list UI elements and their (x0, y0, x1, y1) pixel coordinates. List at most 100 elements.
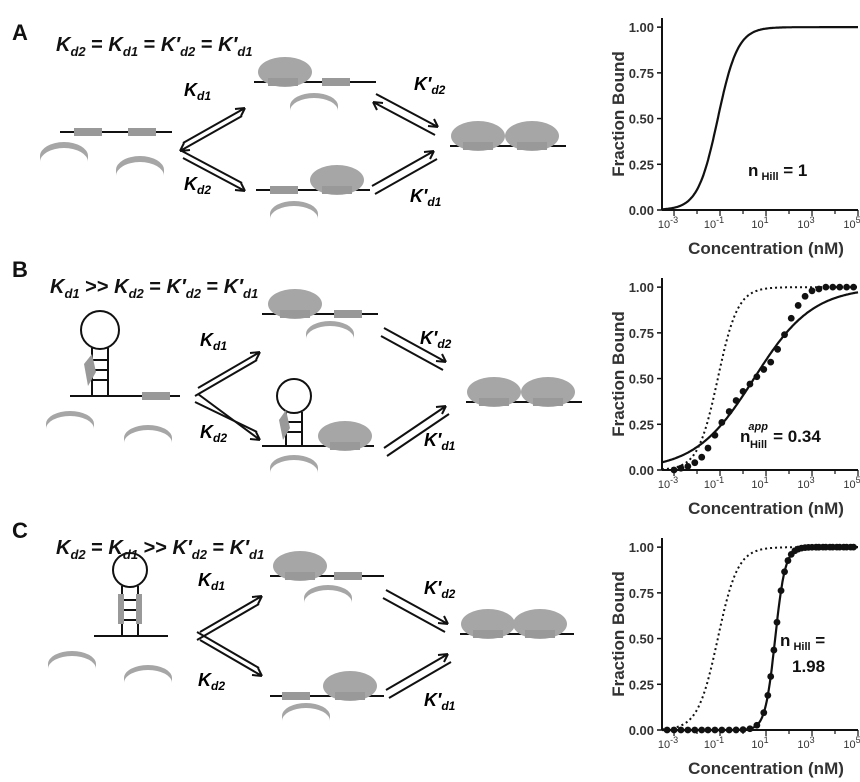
equation-subscript: d2 (70, 44, 86, 59)
equation-term: K′d1 (223, 276, 259, 301)
x-tick-label: 103 (797, 735, 814, 751)
rate-label-kprime-d2: K′d2 (420, 328, 452, 351)
rate-label-kd1: Kd1 (198, 570, 225, 593)
x-tick-label: 10-3 (658, 735, 678, 751)
data-point (718, 726, 726, 734)
data-point (711, 431, 719, 439)
data-point (815, 285, 823, 293)
data-point (753, 373, 761, 381)
data-point (829, 283, 837, 291)
equation-operator: = (206, 537, 230, 559)
equation-b: Kd1 >> Kd2 = K′d2 = K′d1 (50, 276, 258, 301)
equation-term: K′d1 (218, 34, 253, 59)
equation-subscript: d2 (191, 547, 207, 562)
data-point (698, 453, 706, 461)
equation-term: K′d2 (160, 34, 196, 59)
rate-label-kprime-d1: K′d1 (424, 690, 456, 713)
x-tick-label: 105 (843, 215, 860, 231)
panel-letter-a: A (12, 20, 28, 45)
panel-letter-c: C (12, 518, 28, 543)
data-point (850, 543, 857, 551)
rate-label-kd1: Kd1 (200, 330, 227, 353)
protein-icon (124, 665, 172, 683)
protein-icon (282, 703, 330, 721)
equation-subscript: d1 (122, 547, 139, 562)
reference-curve (661, 546, 858, 731)
hill-coefficient-value: 1.98 (792, 657, 825, 676)
equation-operator: = (200, 276, 224, 298)
fit-curve (661, 291, 859, 464)
y-tick-label: 0.25 (629, 157, 654, 172)
equation-term: Kd1 (108, 34, 139, 59)
data-point (684, 726, 692, 734)
y-axis-title: Fraction Bound (609, 311, 628, 437)
equation-operator: >> (138, 537, 173, 559)
equation-operator: = (195, 34, 219, 56)
x-tick-label: 101 (751, 475, 768, 491)
data-point (684, 462, 692, 470)
data-point (760, 366, 768, 373)
x-tick-label: 101 (751, 215, 768, 231)
data-point (704, 444, 712, 452)
data-point (732, 726, 740, 734)
data-point (725, 408, 733, 415)
y-tick-label: 1.00 (629, 540, 654, 555)
protein-icon (124, 425, 172, 443)
equation-operator: = (85, 537, 109, 559)
data-point (843, 283, 851, 291)
x-axis-title: Concentration (nM) (688, 499, 844, 518)
equation-subscript: d1 (249, 547, 265, 562)
data-point (698, 726, 706, 734)
panel-letter-b: B (12, 257, 28, 282)
data-point (784, 557, 792, 564)
x-tick-label: 10-3 (658, 215, 678, 231)
data-point (704, 726, 712, 734)
data-point (777, 587, 785, 595)
protein-icon (40, 142, 88, 162)
equation-term: K′d1 (229, 537, 265, 562)
data-point (670, 466, 678, 474)
x-axis-title: Concentration (nM) (688, 759, 844, 778)
equation-subscript: d1 (243, 286, 259, 301)
rate-label-kd2: Kd2 (200, 422, 227, 445)
rate-label-kd2: Kd2 (198, 670, 225, 693)
data-point (801, 292, 809, 300)
data-point (808, 287, 816, 295)
equation-term: K′d2 (166, 276, 201, 301)
x-tick-label: 10-3 (658, 475, 678, 491)
equation-operator: = (85, 34, 109, 56)
rate-label-kprime-d1: K′d1 (424, 430, 456, 453)
data-point (753, 721, 761, 729)
equilibrium-arrows (179, 93, 439, 195)
rate-label-kd1: Kd1 (184, 80, 211, 103)
scheme-c: Kd1 Kd2 K′d2 K′d1 (48, 551, 574, 721)
equation-term: Kd1 (108, 537, 139, 562)
protein-icon (290, 93, 338, 111)
equilibrium-arrows (196, 589, 452, 699)
protein-icon (270, 201, 318, 219)
x-tick-label: 103 (797, 215, 814, 231)
x-axis-title: Concentration (nM) (688, 239, 844, 258)
data-point (760, 709, 768, 717)
equation-subscript: d2 (128, 286, 144, 301)
y-tick-label: 0.25 (629, 677, 654, 692)
data-point (739, 387, 747, 395)
data-point (718, 419, 726, 426)
data-point (822, 283, 830, 291)
data-point (725, 726, 733, 734)
equation-c: Kd2 = Kd1 >> K′d2 = K′d1 (56, 537, 264, 562)
y-tick-label: 0.75 (629, 586, 654, 601)
data-point (677, 464, 685, 472)
equation-subscript: d1 (237, 44, 253, 59)
chart-c: 0.00 0.25 0.50 0.75 1.00 10-3 10-1 101 103 105 Fra… (609, 538, 860, 778)
data-point (794, 302, 802, 309)
y-tick-label: 1.00 (629, 20, 654, 35)
scheme-a: Kd1 Kd2 K′d2 K′d1 (40, 57, 566, 219)
x-tick-label: 101 (751, 735, 768, 751)
protein-icon (116, 156, 164, 176)
scheme-b: Kd1 Kd2 K′d2 K′d1 (46, 289, 582, 473)
data-point (711, 726, 719, 734)
data-point (739, 726, 747, 734)
equation-subscript: d1 (64, 286, 80, 301)
data-point (773, 618, 781, 626)
